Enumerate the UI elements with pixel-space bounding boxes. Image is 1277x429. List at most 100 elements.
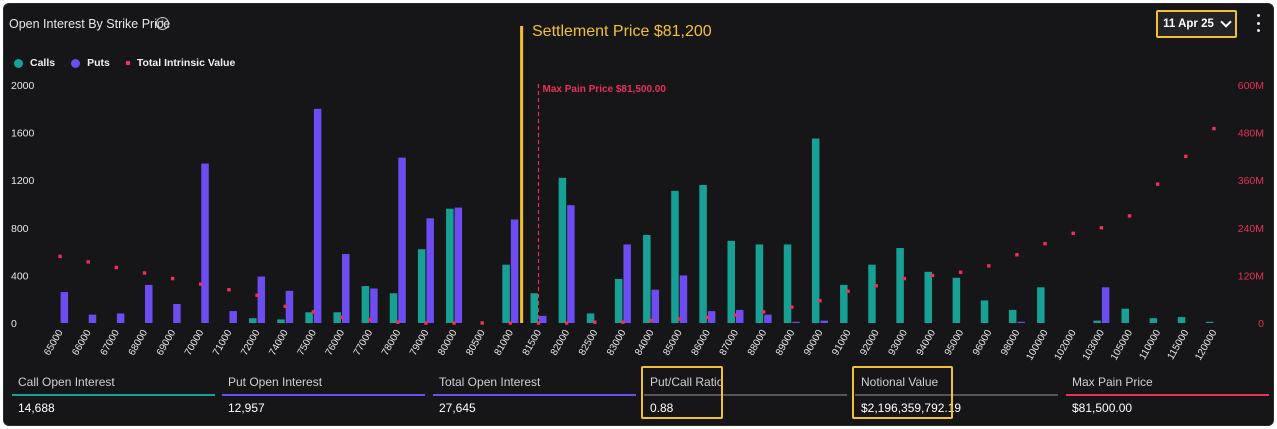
intrinsic-value-point	[958, 270, 963, 274]
calls-bar	[1149, 318, 1158, 323]
calls-bar	[727, 240, 735, 323]
chart-panel: 0 400 800 1200 1600 2000 0 120M 240M 360M 480M 600M…	[3, 3, 1274, 426]
intrinsic-value-point	[424, 321, 428, 325]
notional-highlight-box	[852, 366, 953, 419]
calls-bar	[952, 277, 961, 323]
intrinsic-value-point	[733, 313, 738, 317]
intrinsic-value-point	[705, 315, 710, 320]
puts-bar	[60, 292, 69, 323]
x-axis-tick-label: 95000	[943, 328, 967, 358]
x-axis-tick-label: 115000	[1166, 328, 1192, 362]
x-axis-tick-label: 86000	[690, 328, 714, 358]
legend-calls-label: Calls	[30, 57, 56, 69]
puts-bar	[707, 311, 716, 323]
x-axis-tick-label: 77000	[352, 328, 376, 358]
calls-bar	[811, 138, 820, 323]
intrinsic-value-point	[283, 304, 287, 309]
max-pain-label: Max Pain Price $81,500.00	[543, 84, 667, 95]
intrinsic-value-point	[58, 254, 62, 259]
legend-item-puts[interactable]: Puts	[71, 57, 110, 69]
put-call-highlight-box	[641, 366, 723, 419]
stat-label: Put/Call Ratio	[650, 375, 724, 389]
intrinsic-value-point	[761, 310, 766, 314]
settlement-price-label: Settlement Price $81,200	[532, 23, 712, 40]
x-axis-tick-label: 87000	[718, 328, 742, 358]
stat-underline	[222, 394, 425, 396]
puts-bar	[1101, 287, 1110, 323]
intrinsic-value-point	[649, 318, 653, 323]
x-axis-tick-label: 94000	[915, 328, 939, 358]
calls-bar	[1177, 317, 1186, 323]
puts-bar	[145, 284, 153, 323]
calls-bar	[1093, 320, 1101, 323]
intrinsic-value-point	[170, 276, 175, 281]
puts-bar	[651, 289, 660, 323]
puts-bar	[454, 207, 463, 323]
right-axis-tick-label: 360M	[1238, 175, 1264, 187]
calls-bar	[1008, 309, 1017, 323]
calls-bar	[389, 293, 398, 323]
intrinsic-value-point	[367, 318, 372, 322]
puts-bar	[257, 276, 266, 323]
stat-value: 0.88	[650, 401, 674, 415]
calls-bar	[1037, 287, 1045, 323]
legend-puts-swatch	[71, 58, 81, 68]
puts-bar	[567, 205, 575, 323]
puts-bar	[201, 163, 209, 323]
x-axis-tick-label: 89000	[774, 328, 798, 358]
legend-calls-swatch	[14, 58, 23, 68]
intrinsic-value-point	[480, 321, 484, 325]
calls-bar	[896, 248, 904, 323]
intrinsic-value-point	[1212, 126, 1216, 131]
x-axis-tick-label: 82500	[577, 328, 601, 358]
right-axis-tick-label: 120M	[1238, 270, 1264, 282]
intrinsic-value-point	[1184, 154, 1188, 159]
puts-bar	[313, 108, 322, 323]
puts-bar	[173, 303, 181, 323]
kebab-menu-icon[interactable]	[1253, 14, 1263, 32]
x-axis-tick-label: 79000	[408, 328, 432, 358]
calls-bar	[924, 271, 932, 323]
calls-bar	[614, 278, 623, 323]
left-axis-tick-label: 0	[11, 318, 17, 330]
x-axis-tick-label: 110000	[1137, 328, 1163, 362]
x-axis-tick-label: 68000	[127, 328, 151, 358]
x-axis-tick-label: 93000	[887, 328, 911, 358]
calls-bar	[249, 318, 257, 323]
open-interest-chart: 0 400 800 1200 1600 2000 0 120M 240M 360M 480M 600M…	[11, 26, 1264, 363]
x-axis-tick-label: 66000	[70, 328, 94, 358]
intrinsic-value-point	[227, 287, 231, 292]
puts-bar	[285, 290, 294, 323]
stat-label: Put Open Interest	[228, 375, 323, 389]
calls-bar	[558, 177, 567, 323]
x-axis-tick-label: 88000	[746, 328, 770, 358]
intrinsic-value-point	[677, 317, 681, 321]
legend-item-calls[interactable]: Calls	[14, 57, 55, 69]
stat-value: 12,957	[228, 401, 265, 415]
intrinsic-value-point	[142, 271, 147, 275]
calls-bar	[530, 293, 538, 323]
x-axis-tick-label: 91000	[830, 328, 854, 358]
chart-legend: Calls Puts Total Intrinsic Value	[14, 57, 235, 69]
x-axis-tick-label: 65000	[42, 328, 66, 358]
date-select[interactable]: 11 Apr 25	[1156, 10, 1237, 38]
calls-bar	[868, 264, 876, 323]
intrinsic-value-point	[1127, 214, 1132, 218]
stat-value: 14,688	[18, 401, 55, 415]
intrinsic-value-point	[874, 284, 878, 288]
calls-bar	[699, 184, 707, 323]
stat-value: $81,500.00	[1072, 401, 1133, 415]
intrinsic-value-point	[255, 293, 259, 297]
right-axis-tick-label: 240M	[1238, 223, 1264, 235]
x-axis-tick-label: 72000	[239, 328, 263, 358]
x-axis-tick-label: 103000	[1081, 328, 1107, 363]
left-axis-tick-label: 800	[11, 223, 29, 235]
stat-label: Max Pain Price	[1072, 375, 1153, 389]
info-icon[interactable]: i	[156, 17, 169, 30]
calls-bar	[305, 312, 313, 323]
intrinsic-value-point	[508, 321, 513, 325]
puts-bar	[764, 314, 772, 323]
legend-item-intrinsic[interactable]: Total Intrinsic Value	[125, 57, 235, 69]
stat-max-pain-price: Max Pain Price $81,500.00	[1066, 366, 1269, 422]
intrinsic-value-point	[621, 320, 625, 324]
